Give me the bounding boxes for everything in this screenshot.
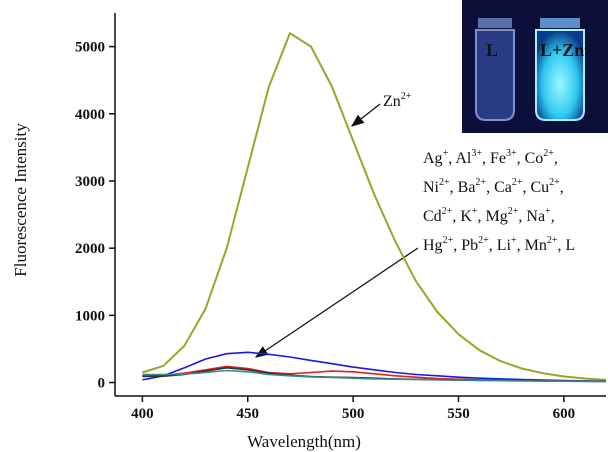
superscript: 2+ [442, 206, 453, 217]
x-tick-label: 600 [553, 406, 576, 422]
label-text: , [551, 208, 555, 225]
y-tick-label: 2000 [75, 241, 105, 257]
arrow [350, 103, 381, 127]
y-axis-title: Fluorescence Intensity [11, 123, 30, 277]
label-text: , Cu [522, 179, 549, 196]
superscript: 2+ [508, 206, 519, 217]
label-text: L [486, 40, 498, 60]
label-text: , [560, 179, 564, 196]
superscript: 2+ [543, 148, 554, 159]
label-text: , Fe [482, 150, 506, 167]
superscript: + [545, 206, 551, 217]
y-tick-label: 5000 [75, 40, 105, 56]
superscript: 3+ [506, 148, 517, 159]
annotation: Cd2+, K+, Mg2+, Na+, [423, 206, 555, 225]
label-text: Ni [423, 179, 440, 196]
spectrum-line [142, 32, 607, 381]
arrow [254, 247, 419, 358]
y-tick-label: 3000 [75, 174, 105, 190]
y-tick-label: 1000 [75, 308, 105, 324]
label-text: , Co [517, 150, 544, 167]
label-text: , K [452, 208, 472, 225]
x-tick-label: 450 [237, 406, 260, 422]
annotation: Zn2+ [383, 91, 412, 110]
label-text: , Pb [453, 237, 478, 254]
annotation: L [486, 40, 498, 60]
label-text: , L [557, 237, 575, 254]
label-text: Cd [423, 208, 442, 225]
superscript: 3+ [471, 148, 482, 159]
label-text: , Ca [486, 179, 512, 196]
annotation: Hg2+, Pb2+, Li+, Mn2+, L [423, 235, 575, 254]
annotation: L+Zn2+ [540, 40, 595, 60]
label-text: , Al [448, 150, 472, 167]
x-tick-label: 500 [342, 406, 365, 422]
superscript: 2+ [584, 41, 595, 52]
label-text: , [554, 150, 558, 167]
label-text: , Li [489, 237, 512, 254]
label-text: , Ba [450, 179, 476, 196]
y-tick-label: 4000 [75, 107, 105, 123]
superscript: 2+ [401, 91, 412, 102]
superscript: 2+ [475, 177, 486, 188]
superscript: + [472, 206, 478, 217]
annotation: Ni2+, Ba2+, Ca2+, Cu2+, [423, 177, 564, 196]
label-text: , Mn [517, 237, 547, 254]
x-tick-label: 550 [447, 406, 470, 422]
label-text: , Mg [478, 208, 508, 225]
spectrum-line [142, 351, 607, 382]
superscript: + [511, 235, 517, 246]
label-text: Hg [423, 237, 443, 254]
superscript: 2+ [512, 177, 523, 188]
superscript: 2+ [439, 177, 450, 188]
label-text: L+Zn [540, 40, 584, 60]
annotation: Ag+, Al3+, Fe3+, Co2+, [423, 148, 558, 167]
label-text: Ag [423, 150, 443, 167]
superscript: 2+ [549, 177, 560, 188]
label-text: Zn [383, 93, 401, 110]
spectrum-line [142, 369, 607, 383]
y-tick-label: 0 [98, 376, 106, 392]
superscript: + [443, 148, 449, 159]
superscript: 2+ [547, 235, 558, 246]
superscript: 2+ [443, 235, 454, 246]
label-text: , Na [518, 208, 545, 225]
x-tick-label: 400 [131, 406, 154, 422]
superscript: 2+ [478, 235, 489, 246]
x-axis-title: Wavelength(nm) [247, 432, 361, 451]
inset-photo [462, 0, 608, 133]
